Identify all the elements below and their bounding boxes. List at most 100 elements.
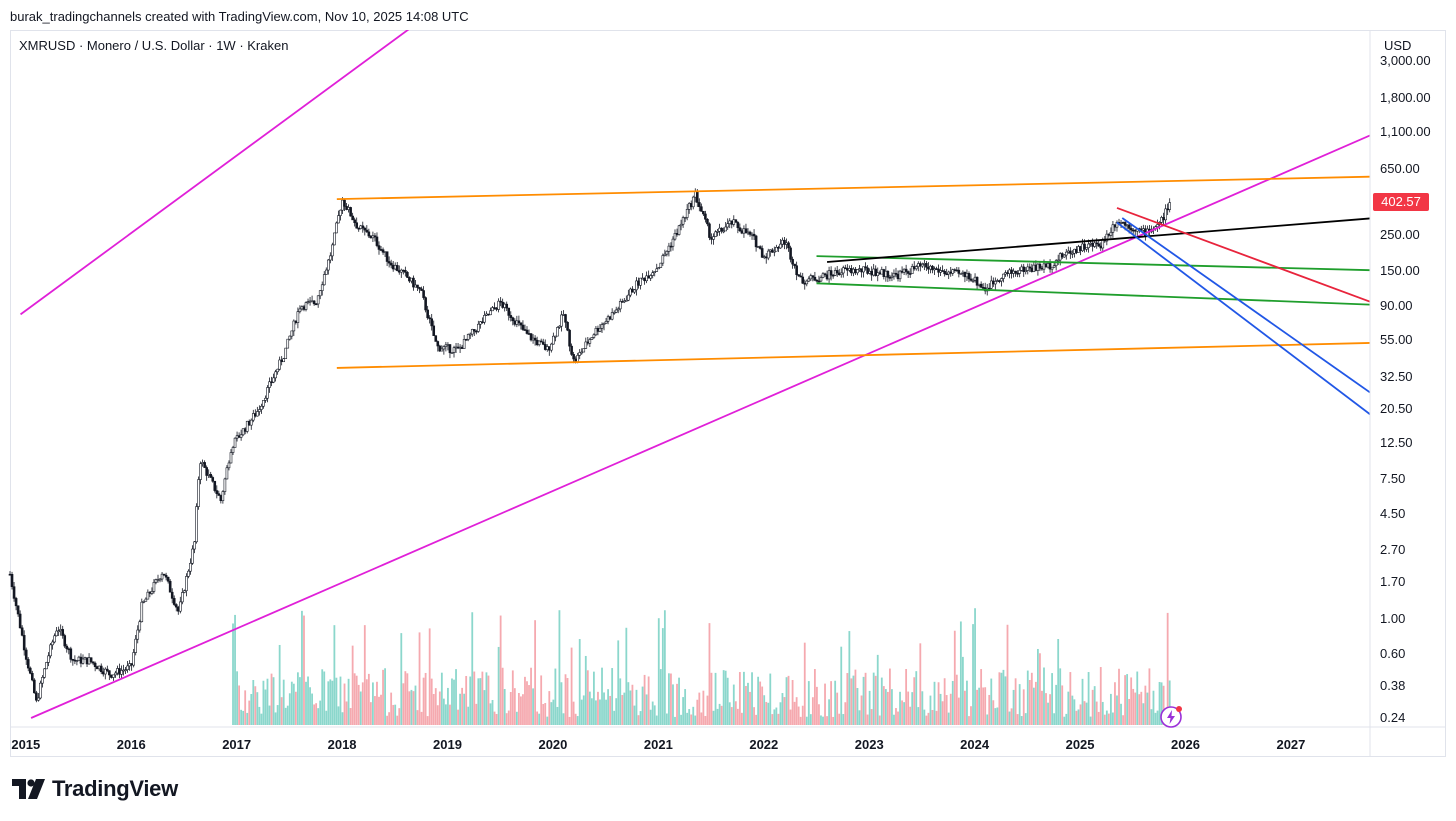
volume-bar (1105, 710, 1108, 725)
volume-bar (945, 695, 948, 725)
candle-body (1034, 264, 1038, 271)
candle-body (900, 270, 904, 273)
candle-body (643, 277, 646, 282)
volume-bar (329, 679, 332, 725)
candle-body (383, 251, 387, 254)
volume-bar (684, 689, 687, 725)
volume-bar (972, 624, 974, 725)
candle-body (1168, 202, 1171, 210)
volume-bar (578, 639, 581, 725)
volume-bar (933, 681, 936, 725)
candle-body (969, 278, 973, 281)
candle-body (870, 270, 873, 276)
volume-bar (526, 681, 528, 725)
candle-body (408, 277, 411, 282)
volume-bar (503, 689, 506, 725)
candle-body (12, 586, 16, 599)
volume-bar (499, 615, 502, 725)
volume-bar (554, 668, 557, 725)
symbol-title[interactable]: XMRUSD · Monero / U.S. Dollar · 1W · Kra… (19, 38, 289, 53)
volume-bar (659, 669, 662, 725)
year-tick: 2023 (854, 737, 884, 752)
volume-bar (284, 707, 287, 725)
candle-body (914, 266, 918, 270)
volume-bar (584, 655, 587, 725)
volume-bar (576, 716, 579, 725)
volume-bar (599, 699, 601, 725)
volume-bar (303, 615, 305, 725)
candle-body (260, 405, 263, 410)
candle-body (706, 218, 709, 225)
volume-bar (741, 712, 743, 725)
candle-body (406, 272, 409, 278)
candle-body (1119, 222, 1123, 224)
currency-selector[interactable]: USD (1376, 36, 1436, 56)
volume-bar (661, 628, 664, 725)
candle-body (179, 601, 182, 612)
volume-bar (923, 709, 926, 725)
volume-bar (396, 715, 399, 725)
candle-body (647, 275, 650, 279)
volume-bar (613, 710, 616, 725)
volume-bar (299, 677, 301, 725)
volume-bar (743, 671, 745, 725)
candle-body (687, 203, 691, 210)
volume-bar (483, 690, 486, 725)
price-tick: 2.70 (1380, 541, 1406, 557)
candle-body (732, 219, 736, 225)
candle-body (1115, 222, 1119, 228)
volume-bar (376, 681, 378, 725)
volume-bar (418, 632, 421, 725)
volume-bar (998, 672, 1001, 725)
volume-bar (325, 710, 328, 725)
volume-bar (852, 675, 855, 725)
volume-bar (560, 682, 563, 725)
candle-body (361, 225, 365, 229)
candle-body (343, 199, 346, 207)
candle-body (835, 270, 839, 274)
volume-bar (479, 678, 482, 725)
volume-bar (1006, 624, 1009, 725)
volume-bar (1087, 672, 1090, 725)
candle-body (181, 592, 184, 603)
volume-bar (451, 678, 453, 725)
volume-bar (534, 620, 537, 725)
candle-body (533, 337, 537, 341)
volume-bar (564, 674, 567, 725)
volume-bar (893, 714, 895, 725)
lightning-icon[interactable] (1158, 704, 1184, 735)
candle-body (37, 697, 40, 701)
volume-bar (290, 681, 293, 725)
volume-bar (1091, 689, 1094, 725)
volume-bar (323, 671, 326, 725)
volume-bar (858, 710, 861, 725)
candle-body (389, 262, 393, 266)
candle-body (83, 657, 87, 660)
candle-body (152, 582, 156, 592)
candle-body (262, 400, 265, 407)
candle-body (667, 245, 671, 252)
candle-body (1164, 208, 1167, 221)
volume-bar (256, 692, 259, 725)
candle-body (641, 277, 644, 280)
candle-body (1020, 266, 1023, 271)
candle-body (160, 573, 164, 580)
candle-body (576, 354, 579, 363)
candle-body (39, 682, 42, 699)
candle-body (943, 270, 946, 275)
tradingview-brand[interactable]: TradingView (12, 776, 178, 802)
volume-bar (1059, 668, 1062, 725)
candle-body (754, 235, 758, 248)
candle-body (541, 341, 545, 345)
candle-body (49, 644, 52, 657)
candle-body (314, 303, 318, 306)
volume-bar (1097, 711, 1100, 725)
volume-bar (755, 714, 757, 725)
volume-bar (793, 701, 796, 725)
candle-body (734, 219, 738, 223)
candle-body (1160, 217, 1163, 223)
volume-bar (807, 681, 810, 725)
candle-body (665, 251, 669, 255)
candle-body (758, 246, 762, 249)
